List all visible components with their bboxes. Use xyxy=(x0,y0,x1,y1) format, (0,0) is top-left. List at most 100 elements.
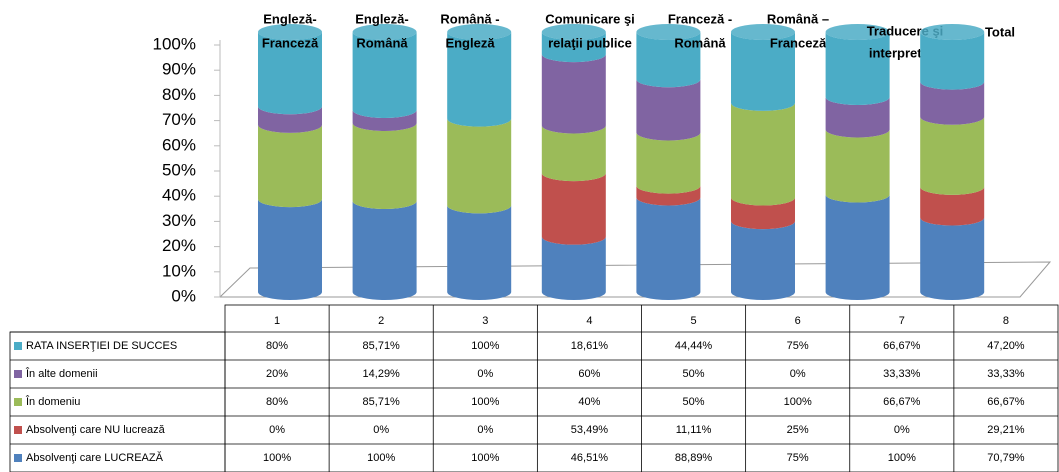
table-cell: 0% xyxy=(894,424,910,436)
cylinder-segment xyxy=(731,221,795,300)
cylinder-segment xyxy=(447,32,512,127)
table-cell: 66,67% xyxy=(987,396,1025,408)
table-cell: 0% xyxy=(477,424,493,436)
cylinder-segment xyxy=(920,217,985,300)
y-tick-label: 50% xyxy=(162,160,196,179)
cylinder-segment xyxy=(352,123,417,209)
legend-label: Absolvenţi care LUCREAZĂ xyxy=(26,451,164,464)
y-tick-label: 0% xyxy=(171,286,196,305)
cylinder-top xyxy=(258,24,322,40)
cylinder-segment xyxy=(258,199,322,300)
table-cell: 40% xyxy=(578,396,600,408)
y-tick-label: 10% xyxy=(162,261,196,280)
course-label: Engleză- xyxy=(263,11,316,26)
course-label: Română xyxy=(356,35,408,50)
y-tick-label: 20% xyxy=(162,236,196,255)
course-label: Comunicare şi xyxy=(545,11,635,26)
course-label: relaţii publice xyxy=(548,35,632,50)
cylinder-segment xyxy=(258,32,322,115)
cylinder-segment xyxy=(447,205,512,300)
cylinder-segment xyxy=(825,129,890,203)
cylinder-top xyxy=(825,24,890,40)
table-cell: 46,51% xyxy=(571,452,609,464)
course-label: Engleză xyxy=(445,35,495,50)
table-cell: 70,79% xyxy=(987,452,1025,464)
table-cell: 75% xyxy=(787,340,809,352)
cylinder-segment xyxy=(920,186,985,226)
cylinder-segment xyxy=(541,173,606,245)
category-label: 1 xyxy=(274,315,280,327)
cylinder-segment xyxy=(920,32,985,90)
table-cell: 0% xyxy=(790,368,806,380)
cylinder-segment xyxy=(541,236,606,300)
cylinder-segment xyxy=(636,197,701,300)
cylinder-segment xyxy=(636,79,701,141)
cylinder-segment xyxy=(920,81,985,125)
cylinder-top xyxy=(731,24,795,40)
legend-key xyxy=(14,426,22,434)
table-cell: 0% xyxy=(269,424,285,436)
cylinder-top xyxy=(920,24,985,40)
cylinder-segment xyxy=(541,125,606,182)
cylinder-segment xyxy=(352,109,417,132)
cylinder-segment xyxy=(825,194,890,300)
table-cell: 85,71% xyxy=(363,340,401,352)
legend-key xyxy=(14,454,22,462)
table-cell: 18,61% xyxy=(571,340,609,352)
table-cell: 100% xyxy=(263,452,291,464)
table-cell: 14,29% xyxy=(363,368,401,380)
legend-key xyxy=(14,398,22,406)
table-cell: 53,49% xyxy=(571,424,609,436)
cylinder-segment xyxy=(352,32,417,118)
category-label: 3 xyxy=(482,315,488,327)
table-cell: 11,11% xyxy=(676,424,712,436)
cylinder-segment xyxy=(541,54,606,134)
table-cell: 85,71% xyxy=(363,396,401,408)
cylinder-segment xyxy=(920,116,985,195)
y-tick-label: 80% xyxy=(162,85,196,104)
table-cell: 33,33% xyxy=(883,368,921,380)
cylinder-segment xyxy=(258,106,322,133)
table-cell: 60% xyxy=(578,368,600,380)
table-cell: 80% xyxy=(266,396,288,408)
table-cell: 100% xyxy=(471,452,499,464)
category-label: 8 xyxy=(1003,315,1009,327)
table-cell: 66,67% xyxy=(883,396,921,408)
legend-key xyxy=(14,342,22,350)
y-tick-label: 100% xyxy=(153,34,196,53)
legend-label: În alte domenii xyxy=(25,367,98,380)
table-cell: 25% xyxy=(787,424,809,436)
y-tick-label: 40% xyxy=(162,186,196,205)
table-cell: 100% xyxy=(888,452,916,464)
cylinder-segment xyxy=(825,32,890,106)
table-cell: 33,33% xyxy=(987,368,1025,380)
legend-label: Absolvenţi care NU lucrează xyxy=(26,424,166,436)
y-tick-label: 30% xyxy=(162,211,196,230)
table-cell: 88,89% xyxy=(675,452,713,464)
table-cell: 75% xyxy=(787,452,809,464)
cylinder-segment xyxy=(636,132,701,194)
cylinder-top xyxy=(541,24,606,40)
y-tick-label: 90% xyxy=(162,60,196,79)
course-label: Română - xyxy=(440,11,499,26)
cylinder-top xyxy=(352,24,417,40)
table-cell: 66,67% xyxy=(883,340,921,352)
category-label: 5 xyxy=(691,315,697,327)
course-label: Română – xyxy=(767,11,829,26)
cylinder-segment xyxy=(731,32,795,111)
table-cell: 100% xyxy=(471,340,499,352)
table-cell: 100% xyxy=(471,396,499,408)
category-label: 4 xyxy=(586,315,592,327)
course-label: Franceză - xyxy=(668,11,732,26)
table-cell: 100% xyxy=(367,452,395,464)
y-tick-label: 60% xyxy=(162,135,196,154)
table-cell: 20% xyxy=(266,368,288,380)
cylinder-top xyxy=(636,24,701,40)
table-cell: 44,44% xyxy=(675,340,713,352)
y-tick-label: 70% xyxy=(162,110,196,129)
cylinder-segment xyxy=(636,32,701,88)
course-label: Franceză xyxy=(770,35,827,50)
table-cell: 0% xyxy=(373,424,389,436)
table-cell: 29,21% xyxy=(987,424,1025,436)
